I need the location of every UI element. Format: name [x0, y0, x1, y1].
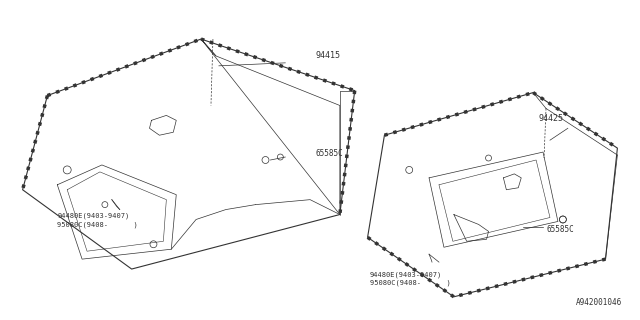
Text: 94480E(9403-9407): 94480E(9403-9407) [58, 212, 129, 219]
Text: 95080C(9408-      ): 95080C(9408- ) [369, 280, 451, 286]
Text: A942001046: A942001046 [576, 298, 622, 307]
Text: 65585C: 65585C [546, 225, 574, 234]
Text: 94480E(9403-9407): 94480E(9403-9407) [369, 271, 442, 277]
Text: 94415: 94415 [315, 52, 340, 60]
Text: 95080C(9408-      ): 95080C(9408- ) [58, 221, 138, 228]
Text: 65585C: 65585C [315, 148, 343, 157]
Text: 94425: 94425 [538, 114, 563, 123]
